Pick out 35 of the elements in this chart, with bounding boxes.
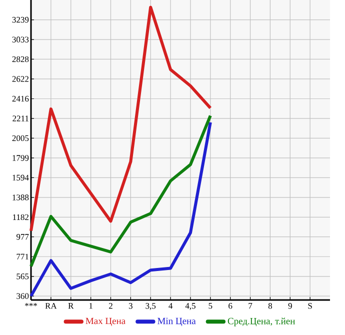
y-tick-label: 1799 xyxy=(12,155,29,161)
y-tick-label: 1182 xyxy=(13,214,28,220)
x-tick-label: 1 xyxy=(89,303,92,309)
y-tick-label: 360 xyxy=(16,293,29,299)
x-tick-label: *** xyxy=(25,303,37,306)
y-tick-label: 3033 xyxy=(12,36,29,42)
y-tick-label: 2416 xyxy=(12,96,29,102)
line-series xyxy=(30,120,212,298)
x-tick-label: 4,5 xyxy=(185,303,196,310)
legend-label: Max Цена xyxy=(86,318,126,326)
x-tick-label: 3,5 xyxy=(146,303,156,310)
x-tick-label: R xyxy=(68,303,74,309)
x-tick-label: 9 xyxy=(288,303,292,309)
x-tick-label: 7 xyxy=(248,303,252,309)
x-tick-label: 4 xyxy=(168,303,173,309)
y-tick-label: 3239 xyxy=(12,16,29,23)
y-tick-label: 1594 xyxy=(12,174,29,180)
y-tick-label: 2622 xyxy=(12,76,28,82)
x-tick-label: RA xyxy=(45,303,57,309)
legend-label: Min Цена xyxy=(158,318,196,326)
x-tick-label: 3 xyxy=(128,303,132,309)
x-tick-label: S xyxy=(308,303,312,309)
y-tick-label: 2005 xyxy=(12,135,29,142)
legend-label: Сред.Цена, т.йен xyxy=(228,318,295,326)
y-tick-label: 977 xyxy=(16,234,29,240)
y-tick-label: 2211 xyxy=(12,116,28,122)
y-tick-label: 2828 xyxy=(12,56,29,62)
line-series xyxy=(30,114,212,268)
y-tick-label: 1388 xyxy=(12,194,29,200)
x-tick-label: 5 xyxy=(208,303,212,309)
y-tick-label: 565 xyxy=(16,274,29,280)
x-tick-label: 8 xyxy=(268,303,272,309)
y-tick-label: 771 xyxy=(16,254,28,260)
x-tick-label: 2 xyxy=(108,303,112,309)
x-tick-label: 6 xyxy=(228,303,232,309)
